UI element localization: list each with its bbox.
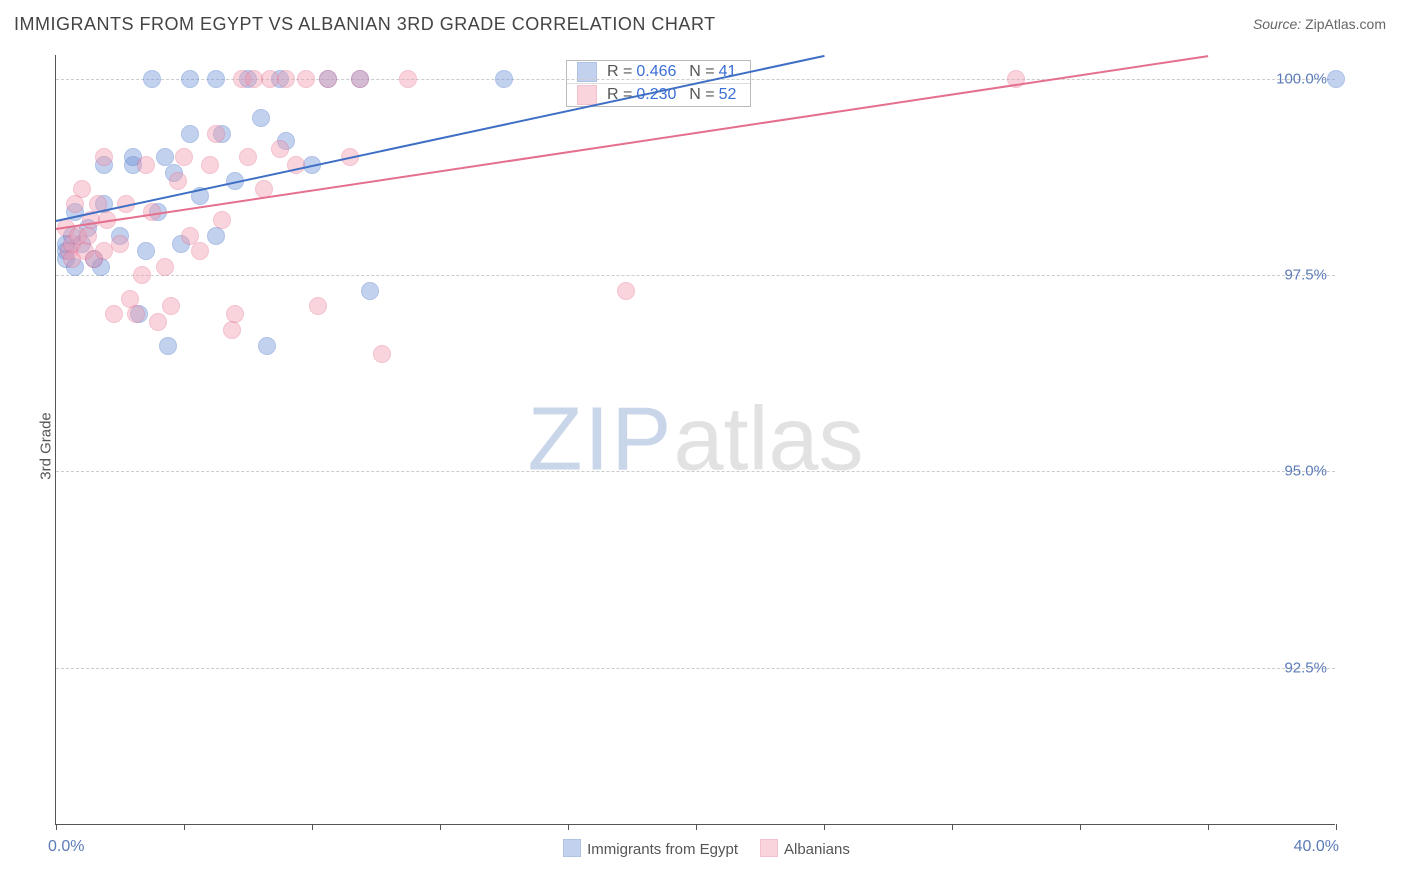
x-tick <box>1208 824 1209 830</box>
scatter-point-egypt <box>159 337 177 355</box>
source-name: ZipAtlas.com <box>1305 16 1386 32</box>
scatter-point-albanian <box>319 70 337 88</box>
scatter-point-albanian <box>297 70 315 88</box>
bottom-legend: Immigrants from Egypt Albanians <box>56 839 1335 858</box>
scatter-point-egypt <box>181 125 199 143</box>
x-tick <box>1080 824 1081 830</box>
scatter-point-albanian <box>127 305 145 323</box>
x-tick <box>696 824 697 830</box>
stat-n-label: N = <box>680 86 714 104</box>
watermark: ZIPatlas <box>527 388 863 491</box>
scatter-point-albanian <box>111 235 129 253</box>
scatter-point-albanian <box>156 258 174 276</box>
scatter-point-albanian <box>399 70 417 88</box>
legend-label: Albanians <box>784 841 850 858</box>
trend-line-egypt <box>56 55 824 222</box>
source-credit: Source: ZipAtlas.com <box>1253 16 1386 32</box>
scatter-point-albanian <box>207 125 225 143</box>
x-tick <box>952 824 953 830</box>
scatter-point-egypt <box>181 70 199 88</box>
scatter-point-albanian <box>201 156 219 174</box>
x-max-label: 40.0% <box>1294 838 1339 856</box>
scatter-point-egypt <box>207 70 225 88</box>
scatter-point-egypt <box>207 227 225 245</box>
scatter-point-albanian <box>239 148 257 166</box>
scatter-point-albanian <box>137 156 155 174</box>
y-tick-label: 95.0% <box>1284 463 1327 480</box>
legend-swatch-icon <box>563 839 581 857</box>
x-tick <box>56 824 57 830</box>
y-axis-label: 3rd Grade <box>37 412 54 480</box>
x-tick <box>824 824 825 830</box>
stat-row-albanian: R = 0.230 N = 52 <box>567 84 750 106</box>
gridline-h <box>56 471 1335 472</box>
scatter-point-albanian <box>175 148 193 166</box>
watermark-part2: atlas <box>673 389 863 489</box>
gridline-h <box>56 275 1335 276</box>
x-tick <box>440 824 441 830</box>
scatter-point-albanian <box>309 297 327 315</box>
y-tick-label: 92.5% <box>1284 659 1327 676</box>
correlation-stats-box: R = 0.466 N = 41R = 0.230 N = 52 <box>566 60 751 107</box>
legend-swatch-icon <box>760 839 778 857</box>
scatter-point-albanian <box>617 282 635 300</box>
legend-label: Immigrants from Egypt <box>587 841 738 858</box>
scatter-point-albanian <box>213 211 231 229</box>
scatter-point-albanian <box>223 321 241 339</box>
y-tick-label: 100.0% <box>1276 70 1327 87</box>
scatter-point-albanian <box>105 305 123 323</box>
scatter-point-egypt <box>495 70 513 88</box>
scatter-point-albanian <box>277 70 295 88</box>
scatter-point-egypt <box>137 242 155 260</box>
x-tick <box>184 824 185 830</box>
scatter-point-egypt <box>361 282 379 300</box>
stat-row-egypt: R = 0.466 N = 41 <box>567 61 750 84</box>
scatter-point-albanian <box>373 345 391 363</box>
x-tick <box>312 824 313 830</box>
scatter-point-albanian <box>95 148 113 166</box>
source-prefix: Source: <box>1253 16 1305 32</box>
scatter-point-albanian <box>226 305 244 323</box>
scatter-point-egypt <box>258 337 276 355</box>
scatter-point-albanian <box>133 266 151 284</box>
scatter-point-albanian <box>73 180 91 198</box>
gridline-h <box>56 668 1335 669</box>
scatter-point-albanian <box>66 195 84 213</box>
scatter-point-egypt <box>143 70 161 88</box>
scatter-point-egypt <box>1327 70 1345 88</box>
x-tick <box>1336 824 1337 830</box>
scatter-point-albanian <box>271 140 289 158</box>
x-tick <box>568 824 569 830</box>
scatter-point-albanian <box>351 70 369 88</box>
scatter-point-albanian <box>162 297 180 315</box>
plot-area: ZIPatlas R = 0.466 N = 41R = 0.230 N = 5… <box>55 55 1335 825</box>
stat-n-value: 52 <box>719 86 737 104</box>
scatter-point-albanian <box>149 313 167 331</box>
legend-swatch-icon <box>577 85 597 105</box>
scatter-point-egypt <box>252 109 270 127</box>
chart-title: IMMIGRANTS FROM EGYPT VS ALBANIAN 3RD GR… <box>14 14 716 35</box>
scatter-point-albanian <box>79 227 97 245</box>
y-tick-label: 97.5% <box>1284 267 1327 284</box>
scatter-point-albanian <box>191 242 209 260</box>
watermark-part1: ZIP <box>527 389 673 489</box>
scatter-point-albanian <box>169 172 187 190</box>
x-min-label: 0.0% <box>48 838 84 856</box>
